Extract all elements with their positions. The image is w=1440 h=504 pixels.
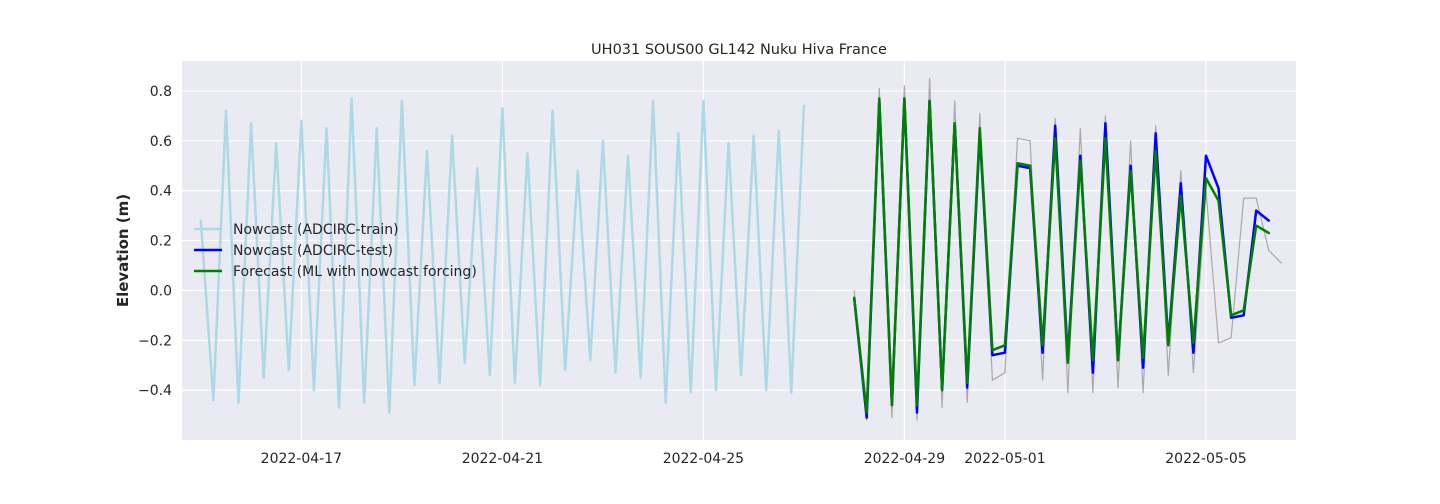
y-tick-label: 0.2 (150, 234, 172, 250)
x-tick-label: 2022-04-29 (864, 451, 945, 467)
y-axis-label: Elevation (m) (114, 194, 132, 307)
x-axis-ticks: 2022-04-17 2022-04-21 2022-04-25 2022-04-29… (261, 451, 1247, 467)
chart-title: UH031 SOUS00 GL142 Nuku Hiva France (591, 42, 887, 58)
series-line (852, 97, 1271, 414)
legend-label: Nowcast (ADCIRC-test) (233, 243, 393, 259)
series-lines (199, 77, 1282, 421)
legend: Nowcast (ADCIRC-train) Nowcast (ADCIRC-te… (194, 222, 477, 280)
plot-area (182, 61, 1296, 440)
y-tick-label: −0.4 (138, 383, 172, 399)
x-tick-label: 2022-04-17 (261, 451, 342, 467)
series-line (199, 97, 806, 414)
legend-label: Nowcast (ADCIRC-train) (233, 222, 399, 238)
y-tick-label: 0.6 (150, 134, 172, 150)
y-axis-ticks: −0.4 −0.2 0.0 0.2 0.4 0.6 0.8 (138, 84, 172, 399)
y-tick-label: 0.0 (150, 283, 172, 299)
y-tick-label: 0.4 (150, 184, 172, 200)
x-tick-label: 2022-05-05 (1165, 451, 1246, 467)
x-tick-label: 2022-04-25 (663, 451, 744, 467)
y-tick-label: 0.8 (150, 84, 172, 100)
x-tick-label: 2022-04-21 (462, 451, 543, 467)
y-tick-label: −0.2 (138, 333, 172, 349)
legend-label: Forecast (ML with nowcast forcing) (233, 264, 477, 280)
x-tick-label: 2022-05-01 (964, 451, 1045, 467)
